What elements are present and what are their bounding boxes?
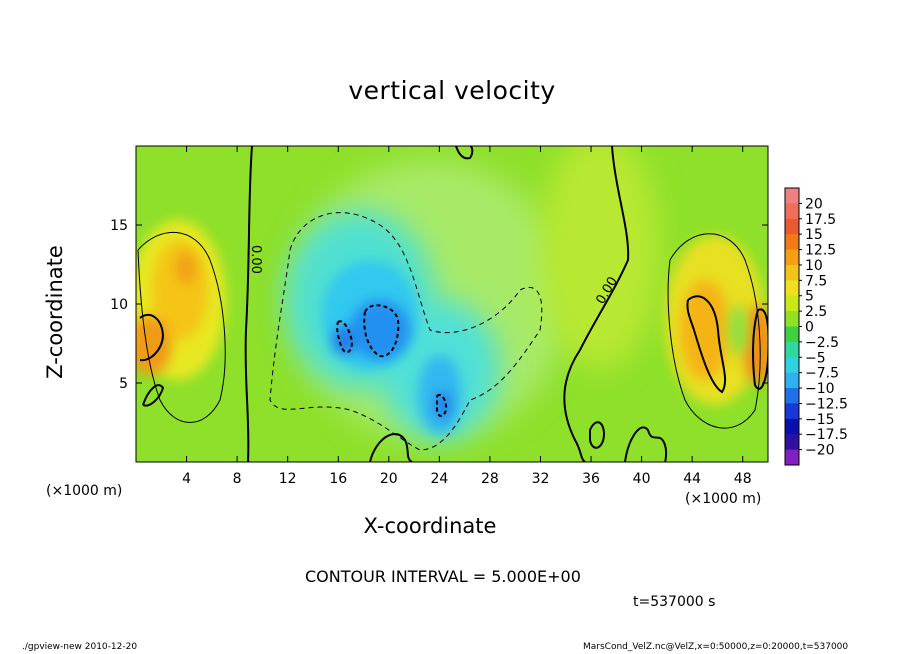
x-unit-label-left: (×1000 m): [46, 483, 123, 499]
x-tick-label: 40: [633, 471, 651, 487]
contour-lines: [137, 146, 768, 462]
colorbar-swatch: [785, 218, 799, 235]
contour-label: 0.00: [248, 245, 263, 274]
chart-title: vertical velocity: [348, 76, 556, 105]
colorbar-label: −2.5: [805, 335, 839, 351]
colorbar-label: 20: [805, 196, 823, 212]
x-tick-label: 12: [279, 471, 297, 487]
y-axis: 5 10 15: [110, 218, 768, 392]
colorbar-label: 2.5: [805, 304, 827, 320]
footer-right: MarsCond_VelZ.nc@VelZ,x=0:50000,z=0:2000…: [583, 642, 849, 652]
x-tick-label: 36: [582, 471, 600, 487]
colorbar-swatch: [785, 203, 799, 220]
colorbar-swatch: [785, 357, 799, 374]
x-tick-label: 20: [380, 471, 398, 487]
time-label: t=537000 s: [633, 594, 716, 610]
colorbar-swatch: [785, 388, 799, 404]
colorbar-label: −20: [805, 443, 835, 459]
colorbar-swatch: [785, 372, 799, 389]
colorbar-label: 15: [805, 227, 823, 243]
colorbar-label: 5: [805, 289, 814, 305]
x-axis-label: X-coordinate: [363, 514, 497, 538]
colorbar-swatch: [785, 326, 799, 343]
x-tick-label: 44: [683, 471, 701, 487]
colorbar-label: −10: [805, 381, 835, 397]
colorbar-swatch: [785, 295, 799, 312]
x-tick-label: 8: [233, 471, 242, 487]
x-tick-label: 48: [734, 471, 752, 487]
colorbar-label: −17.5: [805, 427, 848, 443]
colorbar: 2017.51512.5107.552.50−2.5−5−7.5−10−12.5…: [784, 187, 848, 466]
colorbar-swatch: [785, 434, 799, 451]
colorbar-swatch: [785, 249, 799, 266]
colorbar-label: −15: [805, 412, 835, 428]
colorbar-swatch: [785, 341, 799, 358]
colorbar-label: 7.5: [805, 273, 827, 289]
y-tick-label: 5: [119, 376, 128, 392]
colorbar-swatch: [785, 311, 799, 327]
updraft-left: [136, 220, 226, 380]
colorbar-swatch: [785, 403, 799, 420]
x-unit-label-right: (×1000 m): [685, 491, 762, 507]
colorbar-label: −5: [805, 350, 826, 366]
x-axis: 4 8 12 16 20 24 28 32 36 40 44 48: [182, 146, 752, 487]
colorbar-label: 0: [805, 320, 814, 336]
colorbar-label: −7.5: [805, 366, 839, 382]
field-region: [540, 146, 660, 370]
footer-left: ./gpview-new 2010-12-20: [22, 642, 138, 652]
colorbar-label: 17.5: [805, 212, 836, 228]
x-tick-label: 24: [430, 471, 448, 487]
contour-interval-label: CONTOUR INTERVAL = 5.000E+00: [305, 567, 581, 586]
x-tick-label: 32: [532, 471, 550, 487]
colorbar-swatch: [785, 280, 799, 297]
y-tick-label: 10: [110, 297, 128, 313]
colorbar-label: 10: [805, 258, 823, 274]
x-tick-label: 4: [182, 471, 191, 487]
y-tick-label: 15: [110, 218, 128, 234]
downdraft-field: [285, 210, 500, 440]
plot-area: 0.00 0.00: [136, 146, 768, 462]
updraft-right: [665, 235, 768, 405]
x-tick-label: 16: [329, 471, 347, 487]
colorbar-swatch: [785, 418, 799, 435]
colorbar-swatch: [785, 188, 799, 204]
x-tick-label: 28: [481, 471, 499, 487]
colorbar-label: −12.5: [805, 396, 848, 412]
y-axis-label: Z-coordinate: [43, 245, 67, 379]
colorbar-swatch: [785, 234, 799, 251]
colorbar-label: 12.5: [805, 243, 836, 259]
colorbar-swatch: [785, 264, 799, 281]
colorbar-swatch: [785, 449, 799, 466]
